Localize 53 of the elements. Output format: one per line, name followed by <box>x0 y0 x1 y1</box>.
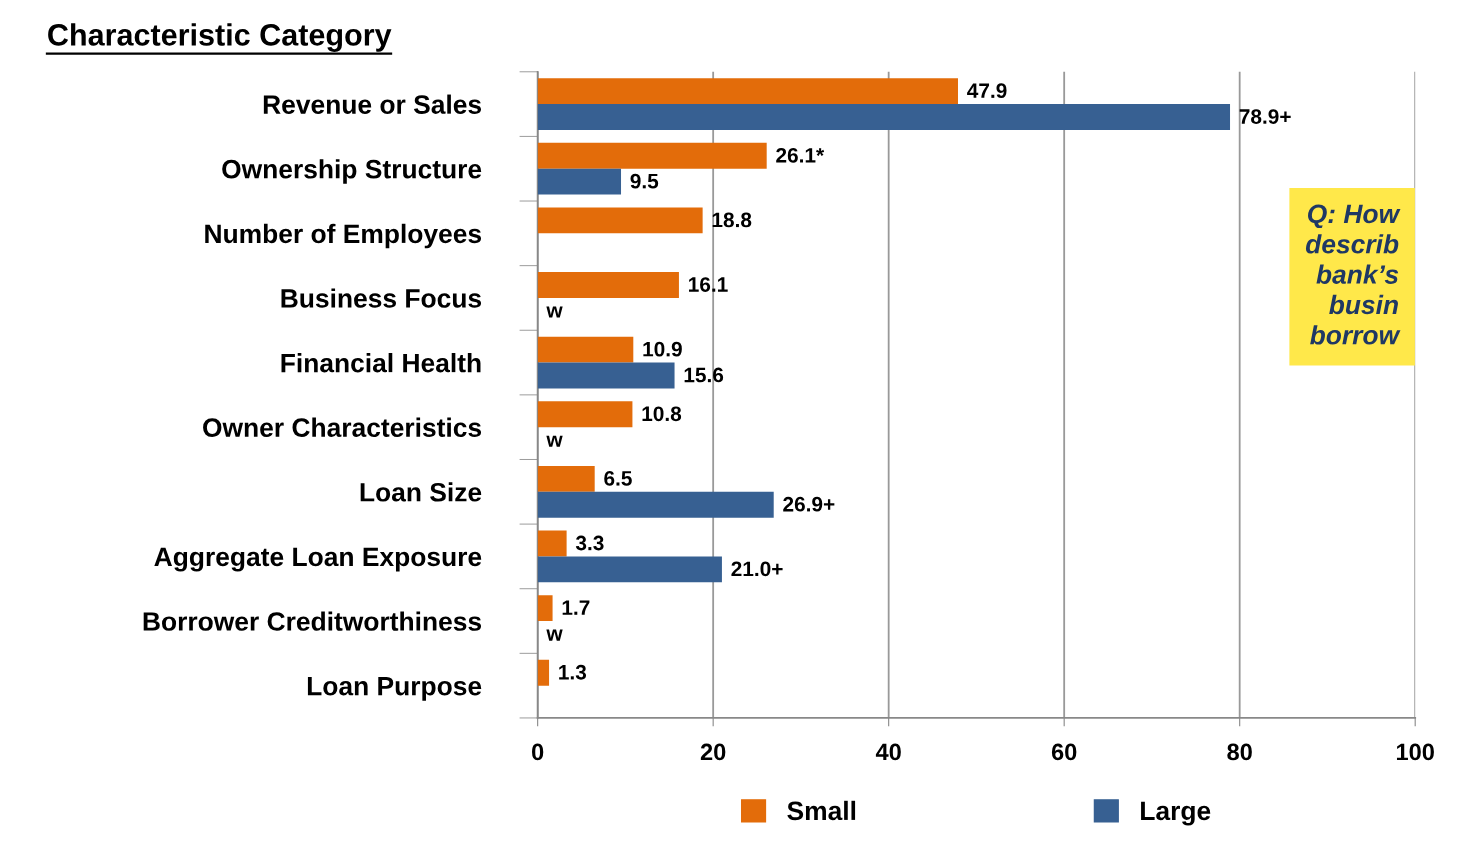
bar <box>537 78 958 105</box>
y-tick-label: Business Focus <box>281 288 482 308</box>
bar <box>537 465 595 492</box>
data-label: 9.5 <box>630 173 659 189</box>
data-label: 10.9 <box>643 341 682 357</box>
data-label: 26.1* <box>776 147 825 163</box>
x-tick-label: 60 <box>1051 743 1077 761</box>
y-tick-label: Borrower Creditworthiness <box>143 611 482 631</box>
data-label: 78.9+ <box>1239 109 1291 124</box>
bar <box>537 168 622 195</box>
bar <box>537 530 567 557</box>
data-label: 1.7 <box>562 600 590 615</box>
bar <box>537 336 634 363</box>
text: Characteristic Category <box>48 23 392 52</box>
data-label: 1.3 <box>559 664 587 680</box>
y-tick-label: Owner Characteristics <box>203 417 482 437</box>
bar <box>537 491 774 518</box>
x-tick-label: 0 <box>532 743 544 761</box>
x-tick-label: 40 <box>875 743 901 761</box>
legend-label: Small <box>787 800 856 821</box>
x-tick-label: 80 <box>1227 743 1252 761</box>
bar <box>537 142 767 169</box>
data-label: 47.9 <box>967 83 1007 99</box>
bar <box>537 272 679 298</box>
y-tick-label: Number of Employees <box>205 223 482 249</box>
data-label: 15.6 <box>684 367 724 383</box>
x-tick-label: 100 <box>1396 743 1434 761</box>
bar <box>537 401 633 428</box>
data-label: 26.9+ <box>783 496 835 512</box>
y-tick-label: Loan Purpose <box>307 677 482 701</box>
text: w <box>546 306 563 318</box>
legend-label: Large <box>1141 801 1211 826</box>
data-label: 6.5 <box>604 471 632 486</box>
annotation: Q: How describ bank’s busin borrow <box>1305 204 1401 345</box>
bar <box>537 556 722 583</box>
text: w <box>546 629 563 641</box>
bar <box>537 207 703 234</box>
data-label: 16.1 <box>689 277 728 292</box>
data-label: 3.3 <box>575 535 604 551</box>
data-label: 10.8 <box>642 406 682 422</box>
bar <box>537 104 1231 130</box>
bar <box>537 595 553 622</box>
bar <box>537 362 675 389</box>
y-tick-label: Revenue or Sales <box>263 94 482 114</box>
y-tick-label: Loan Size <box>360 482 482 502</box>
y-tick-label: Ownership Structure <box>222 159 482 184</box>
x-tick-label: 20 <box>700 743 726 761</box>
y-tick-label: Financial Health <box>281 353 481 373</box>
bar <box>537 659 550 686</box>
text: w <box>546 435 563 447</box>
data-label: 21.0+ <box>731 561 783 577</box>
data-label: 18.8 <box>712 212 752 228</box>
y-tick-label: Aggregate Loan Exposure <box>154 547 482 572</box>
